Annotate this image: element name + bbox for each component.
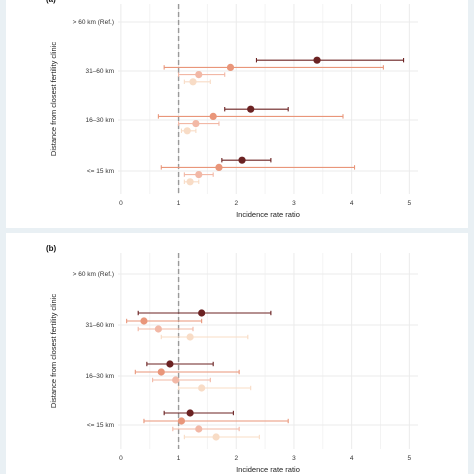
ci-point-group <box>183 178 200 186</box>
estimate-point <box>186 178 194 186</box>
ci-point-group <box>160 333 249 341</box>
y-tick-label: <= 15 km <box>87 168 114 175</box>
ci-point-group <box>183 78 211 86</box>
x-tick-label: 3 <box>292 200 296 207</box>
x-tick-label: 4 <box>350 455 354 462</box>
x-tick-label: 5 <box>408 200 412 207</box>
x-axis-title: Incidence rate ratio <box>236 465 300 474</box>
ci-point-group <box>163 63 384 71</box>
y-tick-label: <= 15 km <box>87 422 114 429</box>
ci-point-group <box>183 171 214 179</box>
x-tick-label: 1 <box>177 200 181 207</box>
estimate-point <box>186 333 194 341</box>
y-tick-label: 16–30 km <box>85 117 114 124</box>
estimate-point <box>198 309 206 317</box>
estimate-point <box>226 63 235 71</box>
ci-point-group <box>172 425 240 433</box>
y-tick-label: 31–60 km <box>85 322 114 329</box>
ci-point-group <box>152 376 211 384</box>
ci-point-group <box>180 127 197 135</box>
ci-point-group <box>157 112 344 120</box>
estimate-point <box>192 120 200 128</box>
estimate-point <box>186 409 194 417</box>
x-tick-label: 3 <box>292 455 296 462</box>
y-tick-label: 16–30 km <box>85 373 114 380</box>
ci-point-group <box>143 417 289 425</box>
panel-label: (b) <box>46 244 57 253</box>
chart-b-svg: > 60 km (Ref.) 31–60 km 16–30 km <= 15 km 0 1… <box>46 244 418 474</box>
ci-point-group <box>221 156 272 164</box>
estimate-point <box>154 325 162 333</box>
ci-point-group <box>126 317 203 325</box>
y-axis-title: Distance from closest fertility clinic <box>49 42 58 156</box>
estimate-point <box>215 163 223 171</box>
estimate-point <box>209 112 217 120</box>
ci-point-group <box>146 360 214 368</box>
y-axis-title: Distance from closest fertility clinic <box>49 294 58 408</box>
estimate-point <box>189 78 197 86</box>
estimate-point <box>172 376 180 384</box>
y-tick-label: 31–60 km <box>85 68 114 75</box>
estimate-point <box>313 56 321 64</box>
ci-point-group <box>178 384 252 392</box>
ci-point-group <box>163 409 234 417</box>
chart-a-svg: > 60 km (Ref.) 31–60 km 16–30 km <= 15 km 0 1… <box>46 0 418 219</box>
x-tick-label: 2 <box>234 200 238 207</box>
chart-panel-a: > 60 km (Ref.) 31–60 km 16–30 km <= 15 km 0 1… <box>6 0 468 228</box>
ci-point-group <box>137 309 272 317</box>
estimate-point <box>140 317 148 325</box>
y-tick-label: > 60 km (Ref.) <box>73 271 114 278</box>
x-tick-label: 1 <box>177 455 181 462</box>
ci-point-group <box>134 368 240 376</box>
ci-point-group <box>178 120 220 128</box>
estimate-point <box>238 156 246 164</box>
estimate-point <box>195 425 203 433</box>
estimate-point <box>212 433 220 441</box>
estimate-point <box>177 417 186 425</box>
estimate-point <box>198 384 206 392</box>
ci-point-group <box>183 433 260 441</box>
estimate-point <box>195 71 203 79</box>
ci-point-group <box>160 163 356 171</box>
estimate-point <box>247 105 255 113</box>
x-axis-title: Incidence rate ratio <box>236 210 300 219</box>
x-tick-label: 0 <box>119 455 123 462</box>
panel-label: (a) <box>46 0 56 4</box>
ci-point-group <box>178 71 226 79</box>
x-tick-label: 2 <box>234 455 238 462</box>
ci-point-group <box>255 56 405 64</box>
chart-panel-b: > 60 km (Ref.) 31–60 km 16–30 km <= 15 km 0 1… <box>6 233 468 474</box>
ci-point-group <box>224 105 289 113</box>
x-tick-label: 0 <box>119 200 123 207</box>
x-tick-label: 4 <box>350 200 354 207</box>
estimate-point <box>157 368 165 376</box>
estimate-point <box>166 360 174 368</box>
y-tick-label: > 60 km (Ref.) <box>73 19 114 26</box>
estimate-point <box>195 171 203 179</box>
estimate-point <box>183 127 191 135</box>
x-tick-label: 5 <box>408 455 412 462</box>
ci-point-group <box>137 325 194 333</box>
